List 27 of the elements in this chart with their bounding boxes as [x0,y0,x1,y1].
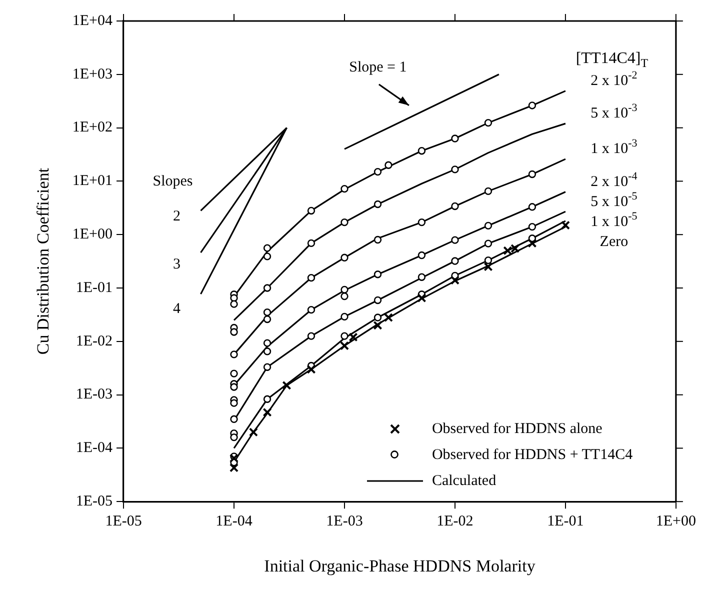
y-tick-label: 1E+01 [72,173,113,190]
legend-label: Observed for HDDNS + TT14C4 [432,446,633,465]
legend-label: Observed for HDDNS alone [432,420,602,439]
annotation: 3 [172,256,180,273]
y-axis-title: Cu Distribution Coefficient [34,168,53,355]
y-tick-label: 1E+02 [72,120,113,136]
y-tick-label: 1E-02 [76,333,113,350]
annotation: 4 [172,301,181,317]
annotation: Slopes [152,174,193,190]
annotation: Slope = 1 [349,59,407,76]
y-tick-label: 1E+03 [72,66,113,82]
y-tick-label: 1E-05 [76,494,113,510]
x-tick-label: 1E-02 [436,514,474,530]
x-tick-label: 1E-01 [547,514,584,530]
y-tick-label: 1E+00 [72,226,113,243]
y-tick-label: 1E-01 [76,280,113,296]
y-tick-label: 1E-04 [76,440,114,456]
x-axis-title: Initial Organic-Phase HDDNS Molarity [264,556,536,576]
x-tick-label: 1E+00 [656,514,696,530]
x-tick-label: 1E-03 [326,514,363,530]
annotation: Zero [600,234,628,250]
x-tick-label: 1E-05 [105,514,142,530]
annotation: 2 [172,208,180,225]
x-tick-label: 1E-04 [216,514,253,530]
y-tick-label: 1E+04 [72,12,114,29]
legend-label: Calculated [432,472,496,491]
y-tick-label: 1E-03 [76,386,113,403]
